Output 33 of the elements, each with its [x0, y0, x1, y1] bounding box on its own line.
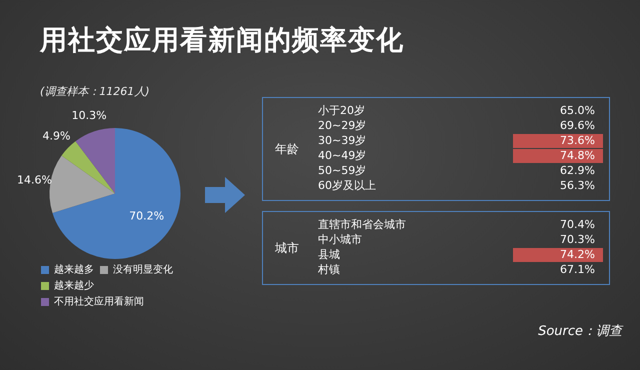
category-label: 30~39岁 [318, 134, 366, 147]
text: 年龄 [275, 141, 299, 158]
legend-label: 越来越多 [54, 264, 94, 276]
data-label: 67.1% [559, 263, 596, 277]
category-label: 村镇 [318, 263, 340, 276]
data-label: 70.2% [129, 210, 164, 223]
source-note: Source：调查 [538, 323, 622, 340]
data-label: 73.6% [513, 134, 603, 148]
data-label: 14.6% [17, 174, 52, 187]
category-label: 直辖市和省会城市 [318, 218, 406, 231]
category-label: 20~29岁 [318, 119, 366, 132]
data-label: 70.3% [559, 233, 596, 247]
category-label: 县城 [318, 248, 340, 261]
data-label: 65.0% [559, 104, 596, 118]
data-label: 62.9% [559, 164, 596, 178]
data-label: 74.2% [513, 248, 603, 262]
data-label: 70.4% [559, 218, 596, 232]
chart-title: 用社交应用看新闻的频率变化 [40, 24, 404, 58]
category-label: 小于20岁 [318, 104, 365, 117]
category-label: 60岁及以上 [318, 179, 376, 192]
chart-subtitle: (调查样本：11261人) [40, 84, 150, 99]
legend-label: 越来越少 [54, 280, 94, 292]
legend-label: 不用社交应用看新闻 [54, 296, 144, 308]
data-label: 69.6% [559, 119, 596, 133]
legend-label: 没有明显变化 [113, 264, 173, 276]
category-label: 中小城市 [318, 233, 362, 246]
data-label: 74.8% [513, 149, 603, 163]
category-label: 50~59岁 [318, 164, 366, 177]
category-label: 40~49岁 [318, 149, 366, 162]
data-label: 56.3% [559, 179, 596, 193]
data-label: 10.3% [72, 109, 107, 122]
text: 城市 [275, 240, 299, 257]
data-label: 4.9% [42, 130, 70, 143]
